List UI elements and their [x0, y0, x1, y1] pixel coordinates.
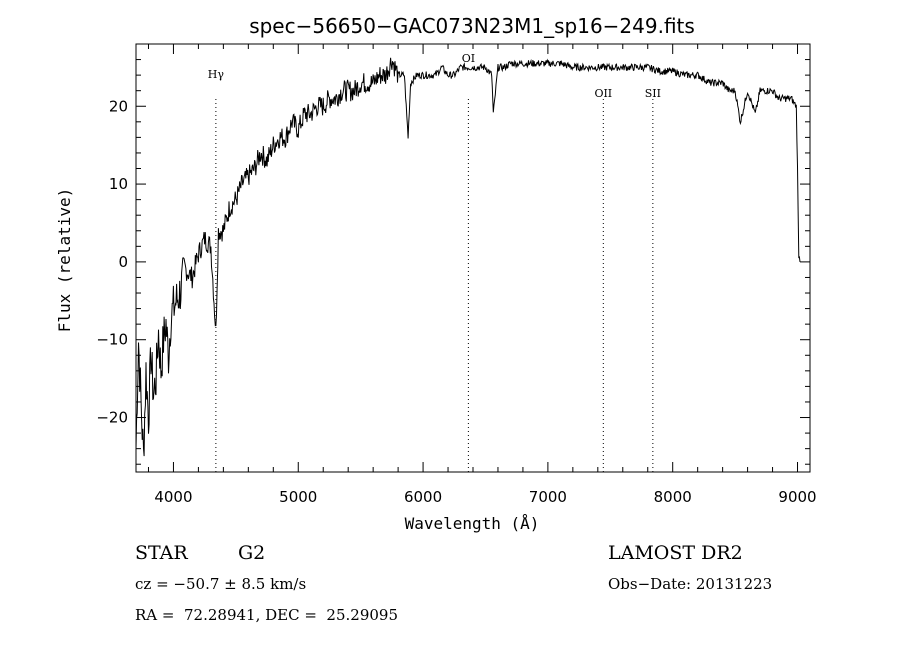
- axes: 4000 5000 6000 7000 8000 9000 −20 −10 0 10 20: [96, 43, 817, 506]
- x-tick-label: 9000: [778, 488, 816, 506]
- line-annotations: Hγ OI OII SII: [208, 52, 661, 472]
- y-tick-label: 10: [109, 175, 128, 193]
- object-subclass: G2: [238, 542, 266, 564]
- redshift-readout: cz = −50.7 ± 8.5 km/s: [135, 575, 307, 593]
- annotation-label: Hγ: [208, 68, 225, 81]
- annotation-label: OI: [462, 52, 475, 65]
- obs-date: Obs−Date: 20131223: [608, 575, 773, 593]
- x-tick-label: 4000: [154, 488, 192, 506]
- annotation-label: OII: [594, 87, 612, 100]
- object-class: STAR: [135, 542, 188, 564]
- chart-title: spec−56650−GAC073N23M1_sp16−249.fits: [249, 14, 695, 38]
- y-tick-label: −10: [96, 331, 128, 349]
- x-tick-label: 5000: [279, 488, 317, 506]
- spectrum-series-line: [135, 57, 801, 457]
- x-axis-label: Wavelength (Å): [405, 514, 540, 533]
- y-tick-label: 0: [118, 253, 128, 271]
- y-tick-label: 20: [109, 97, 128, 115]
- annotation-label: SII: [645, 87, 661, 100]
- survey-name: LAMOST DR2: [608, 542, 743, 564]
- coordinates: RA = 72.28941, DEC = 25.29095: [135, 606, 399, 624]
- y-axis-label: Flux (relative): [55, 188, 74, 333]
- x-tick-label: 7000: [529, 488, 567, 506]
- plot-frame: [135, 43, 811, 473]
- x-tick-label: 6000: [404, 488, 442, 506]
- x-tick-label: 8000: [654, 488, 692, 506]
- y-tick-label: −20: [96, 409, 128, 427]
